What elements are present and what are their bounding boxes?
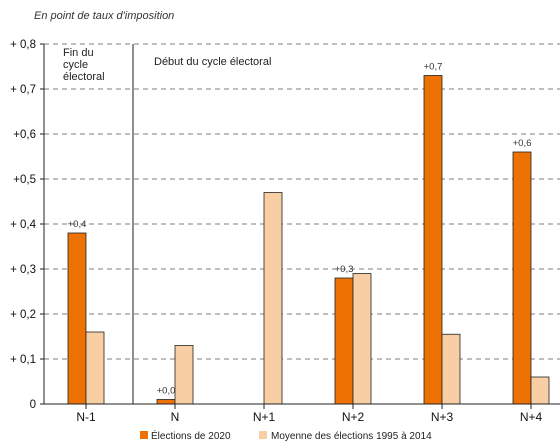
bar-average-1995-2014-N bbox=[174, 345, 194, 405]
data-label: +0,4 bbox=[68, 219, 87, 230]
bar-elections-2020-N+2 bbox=[334, 277, 354, 405]
y-tick-label: 0 bbox=[30, 399, 36, 411]
data-label: +0,7 bbox=[424, 62, 443, 73]
x-tick-label: N-1 bbox=[76, 410, 96, 424]
annotation-before-line-2: cycle bbox=[63, 59, 88, 71]
annotation-before-line-3: électoral bbox=[63, 71, 105, 83]
grid bbox=[44, 43, 560, 360]
legend: Élections de 2020 Moyenne des élections … bbox=[140, 429, 432, 442]
y-tick-label: + 0,4 bbox=[10, 219, 37, 231]
chart-title: En point de taux d'imposition bbox=[34, 10, 174, 22]
data-label: +0,6 bbox=[513, 138, 532, 149]
bar-average-1995-2014-N+3 bbox=[441, 333, 461, 405]
y-tick-label: +0,5 bbox=[13, 174, 36, 186]
legend-label-average-1995-2014: Moyenne des élections 1995 à 2014 bbox=[271, 431, 432, 442]
x-tick-label: N bbox=[171, 410, 180, 424]
bar-average-1995-2014-N-1 bbox=[85, 331, 105, 405]
y-tick-label: + 0,3 bbox=[10, 264, 36, 276]
annotation-before: Fin du cycle électoral bbox=[63, 47, 105, 83]
annotation-after: Début du cycle électoral bbox=[154, 56, 271, 68]
data-label: +0,3 bbox=[335, 264, 354, 275]
annotation-before-line-1: Fin du bbox=[63, 47, 94, 59]
y-tick-label: +0,6 bbox=[13, 129, 36, 141]
axes: 0 + 0,1 + 0,2 + 0,3 + 0,4 +0,5 +0,6 + 0,7 + 0,8 N… bbox=[10, 39, 560, 424]
x-tick-label: N+4 bbox=[520, 410, 543, 424]
bar-average-1995-2014-N+1 bbox=[263, 192, 283, 405]
bars bbox=[67, 75, 550, 405]
data-label: +0,0 bbox=[157, 386, 176, 397]
y-tick-label: + 0,8 bbox=[10, 39, 36, 51]
bar-average-1995-2014-N+2 bbox=[352, 273, 372, 405]
legend-label-elections-2020: Élections de 2020 bbox=[151, 429, 231, 442]
bar-average-1995-2014-N+4 bbox=[530, 376, 550, 405]
legend-swatch-average-1995-2014 bbox=[259, 431, 267, 439]
data-labels: +0,4 +0,0 +0,3 +0,7 +0,6 bbox=[68, 62, 532, 397]
bar-elections-2020-N+3 bbox=[423, 75, 443, 405]
y-tick-label: + 0,1 bbox=[10, 354, 36, 366]
x-tick-label: N+1 bbox=[253, 410, 276, 424]
y-tick-label: + 0,7 bbox=[10, 84, 36, 96]
bar-elections-2020-N-1 bbox=[67, 232, 87, 405]
bar-elections-2020-N+4 bbox=[512, 151, 532, 405]
x-tick-label: N+3 bbox=[431, 410, 454, 424]
x-tick-label: N+2 bbox=[342, 410, 365, 424]
legend-swatch-elections-2020 bbox=[140, 431, 148, 439]
bar-elections-2020-N bbox=[156, 399, 176, 405]
y-tick-label: + 0,2 bbox=[10, 309, 36, 321]
